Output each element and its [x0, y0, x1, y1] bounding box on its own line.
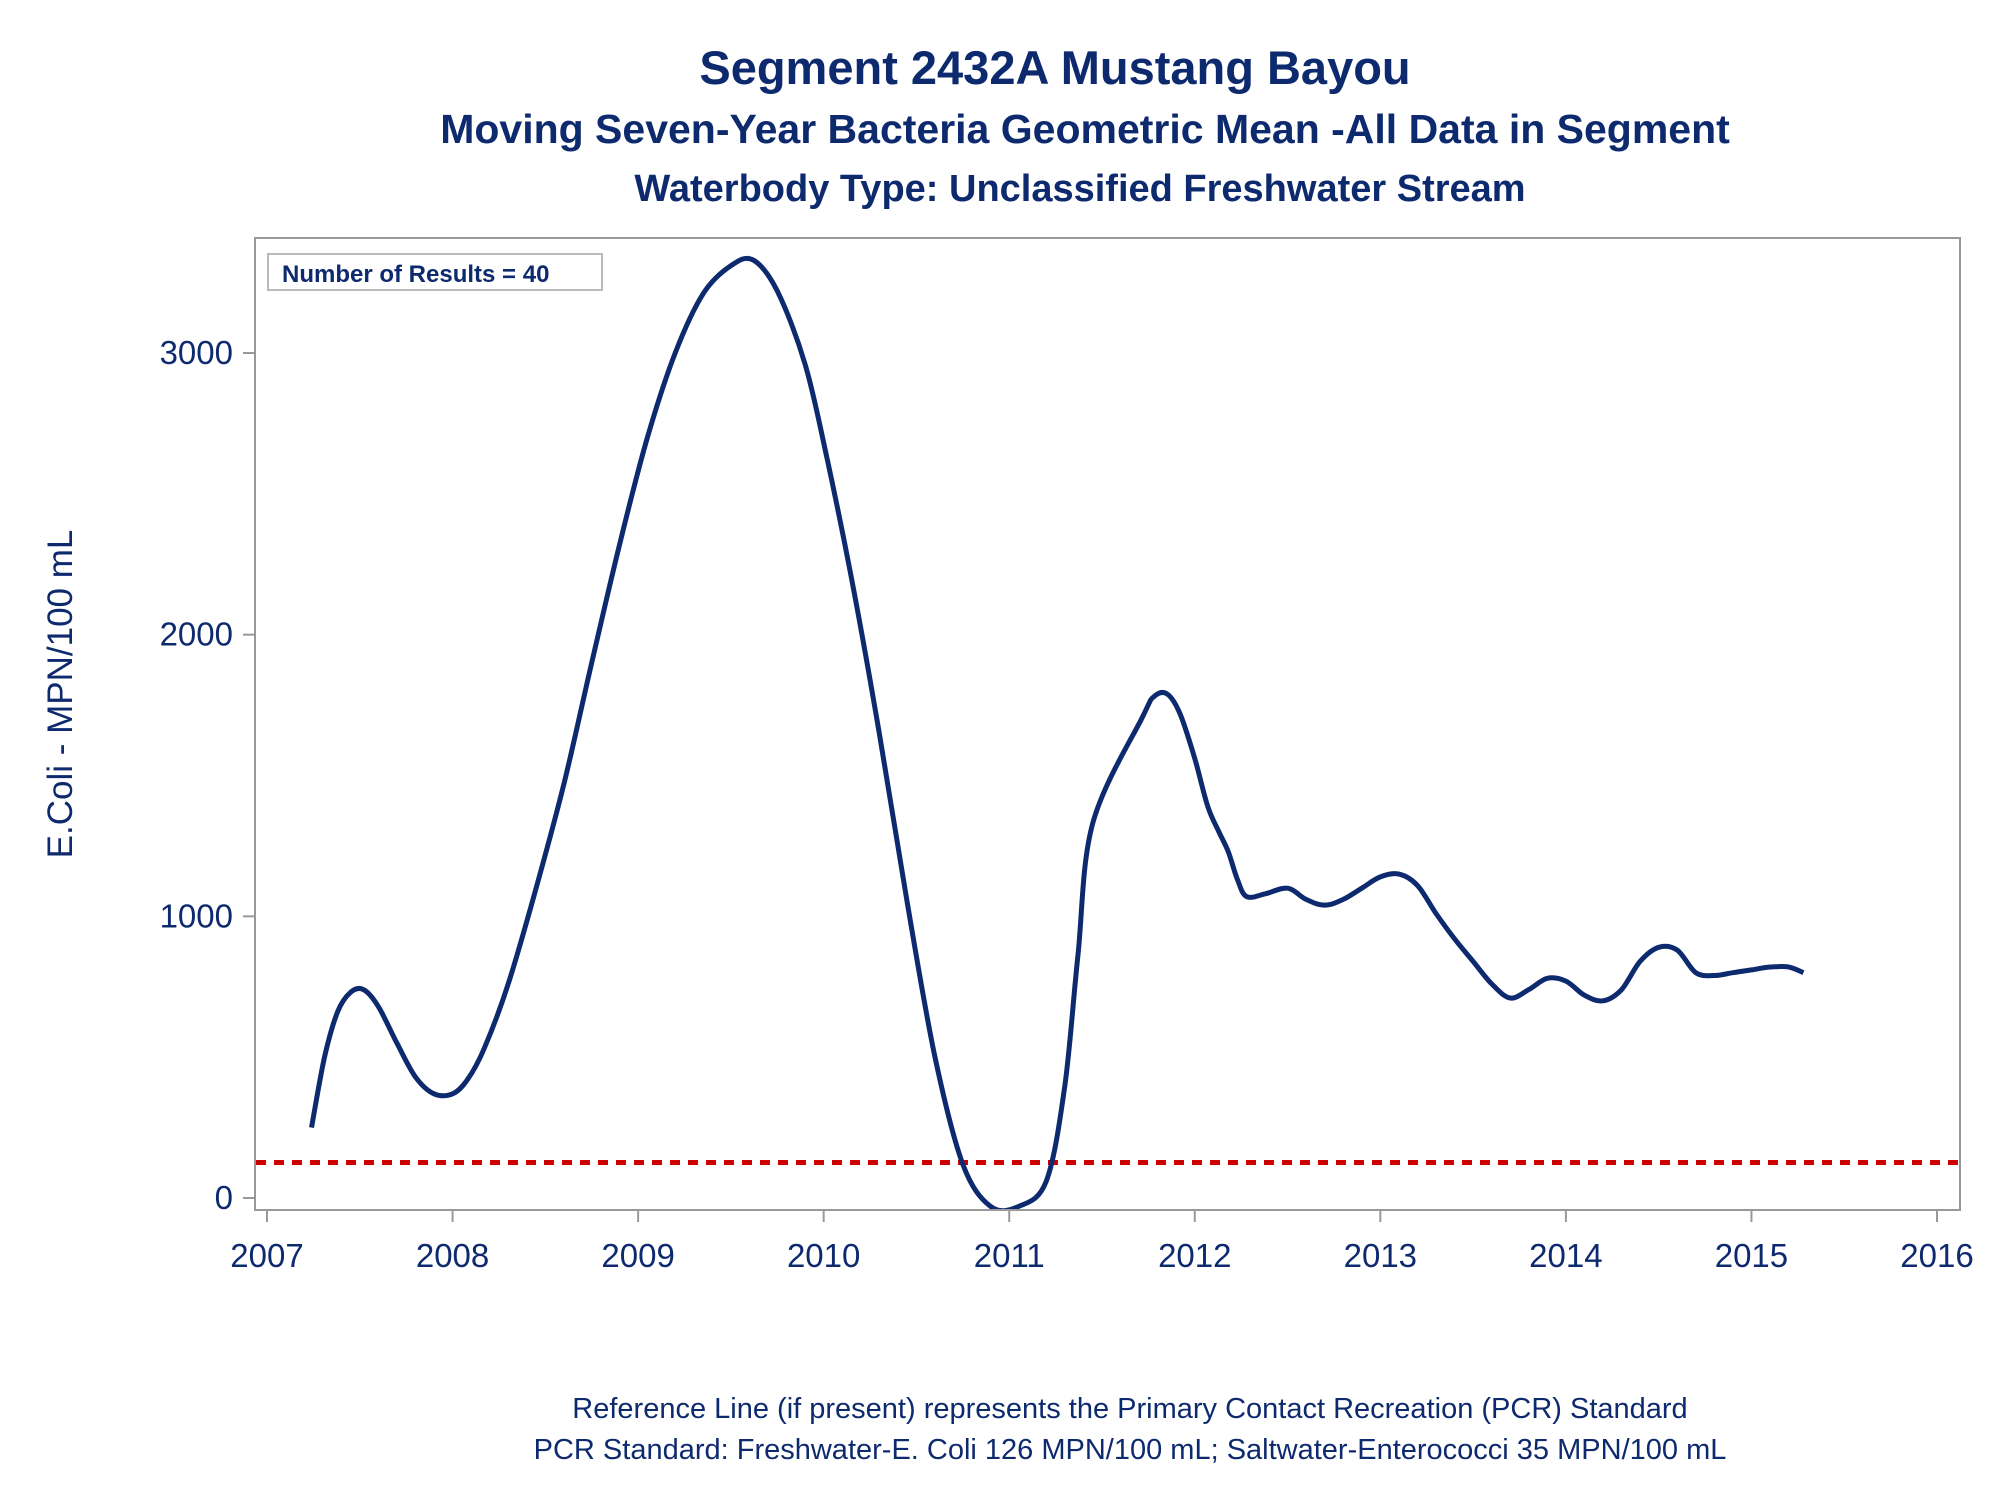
- x-tick-label: 2007: [230, 1237, 303, 1274]
- chart-title: Segment 2432A Mustang Bayou: [699, 41, 1411, 94]
- x-tick-label: 2010: [787, 1237, 860, 1274]
- y-tick-label: 0: [215, 1179, 233, 1216]
- results-count-label: Number of Results = 40: [282, 261, 549, 288]
- y-tick-label: 3000: [160, 334, 233, 371]
- y-axis: 0 1000 2000 3000: [160, 334, 255, 1216]
- x-tick-label: 2008: [416, 1237, 489, 1274]
- y-tick-label: 2000: [160, 616, 233, 653]
- footnote-pcr-standard: PCR Standard: Freshwater-E. Coli 126 MPN…: [533, 1434, 1727, 1466]
- plot-frame: [254, 237, 1961, 1211]
- x-tick-label: 2011: [974, 1237, 1045, 1274]
- results-count-box: Number of Results = 40: [267, 253, 603, 291]
- x-axis: 2007 2008 2009 2010 2011 2012 2013 2014 2015 2016: [230, 1210, 1974, 1274]
- results-count-box-frame: [267, 253, 603, 291]
- series-line: [309, 255, 1805, 1209]
- footnote-reference-line: Reference Line (if present) represents t…: [572, 1393, 1688, 1425]
- x-tick-label: 2013: [1344, 1237, 1417, 1274]
- x-tick-label: 2016: [1900, 1237, 1973, 1274]
- chart-subtitle: Moving Seven-Year Bacteria Geometric Mea…: [440, 106, 1730, 152]
- y-tick-label: 1000: [160, 897, 233, 934]
- y-axis-label: E.Coli - MPN/100 mL: [41, 530, 80, 859]
- chart-subtitle-waterbody: Waterbody Type: Unclassified Freshwater …: [634, 168, 1526, 210]
- title-block: Segment 2432A Mustang Bayou Moving Seven…: [0, 38, 2000, 218]
- x-tick-label: 2009: [601, 1237, 674, 1274]
- x-tick-label: 2014: [1529, 1237, 1602, 1274]
- series-layer: [309, 255, 1805, 1209]
- x-tick-label: 2012: [1158, 1237, 1231, 1274]
- x-tick-label: 2015: [1715, 1237, 1788, 1274]
